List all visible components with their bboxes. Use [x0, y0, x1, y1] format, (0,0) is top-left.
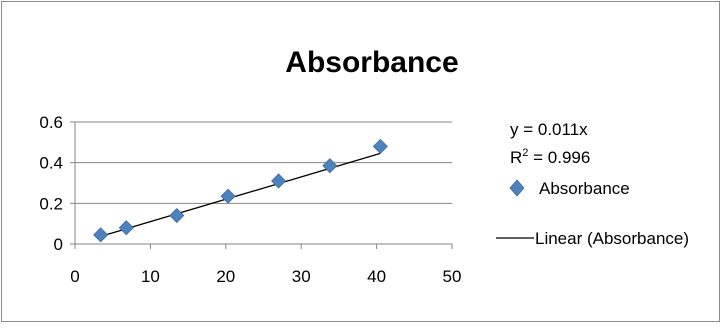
linear-trendline: [100, 152, 381, 238]
y-axis-ticks: 0 0.2 0.4 0.6: [39, 113, 75, 254]
data-point: [220, 188, 236, 204]
data-point: [322, 158, 338, 174]
x-tick-label: 20: [216, 267, 235, 286]
x-axis-ticks: 0 10 20 30 40 50: [70, 244, 461, 286]
x-tick-label: 30: [292, 267, 311, 286]
y-tick-label: 0.2: [39, 194, 63, 213]
r-squared-label: R2 = 0.996: [510, 147, 590, 167]
y-tick-label: 0.6: [39, 113, 63, 132]
absorbance-chart: Absorbance 0 0.2 0.4 0.6 0 10 20 30 40 50 y = 0.…: [39, 46, 689, 286]
trendline-equation: y = 0.011x: [510, 120, 588, 139]
axes: [74, 122, 452, 245]
x-tick-label: 50: [443, 267, 462, 286]
data-point: [169, 207, 185, 224]
data-points: [93, 138, 388, 243]
trendline-layer: [100, 152, 381, 238]
chart-title: Absorbance: [285, 46, 458, 79]
chart-area: Absorbance 0 0.2 0.4 0.6 0 10 20 30 40 50 y = 0.…: [1, 1, 720, 322]
x-tick-label: 0: [70, 267, 79, 286]
data-point: [118, 220, 134, 236]
legend: Absorbance Linear (Absorbance): [496, 179, 689, 248]
x-tick-label: 10: [141, 267, 160, 286]
data-point: [93, 227, 109, 243]
r-squared-superscript: 2: [522, 147, 528, 159]
x-tick-label: 40: [367, 267, 386, 286]
r-squared-symbol: R: [510, 148, 522, 167]
legend-trendline-label: Linear (Absorbance): [535, 229, 689, 248]
legend-series-label: Absorbance: [539, 179, 630, 198]
legend-series-marker: [509, 179, 525, 197]
r-squared-value: = 0.996: [528, 148, 590, 167]
data-point: [372, 138, 388, 154]
data-point: [271, 173, 287, 189]
y-tick-label: 0.4: [39, 154, 63, 173]
y-tick-label: 0: [54, 235, 63, 254]
